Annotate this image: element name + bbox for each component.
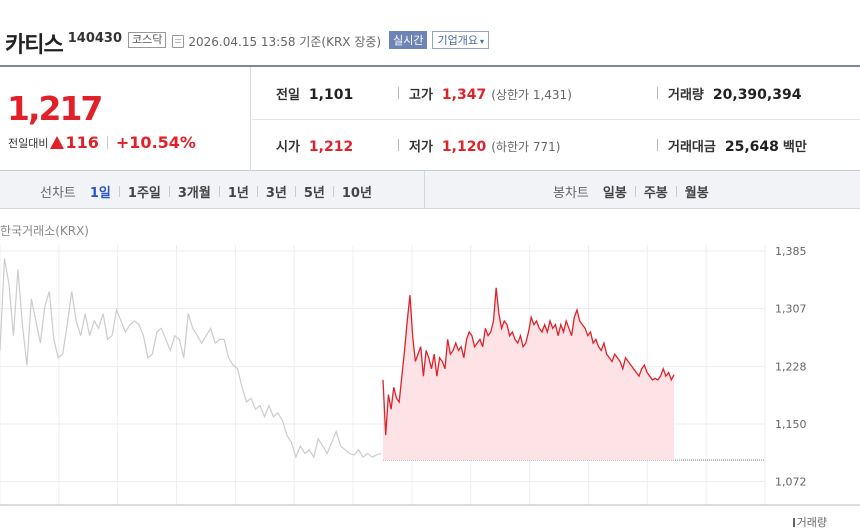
candle-chart-label: 봉차트 xyxy=(553,186,589,201)
today-area xyxy=(383,287,674,461)
prev-close-label: 전일 xyxy=(276,88,300,103)
chart-tabs: 선차트 1일 1주일 3개월 1년 3년 5년 10년 봉차트 일봉 주봉 월봉 xyxy=(0,171,860,209)
high-price: 고가 1,347 (상한가 1,431) xyxy=(409,84,572,103)
open-label: 시가 xyxy=(276,140,300,155)
y-tick-label: 1,228 xyxy=(775,361,807,374)
divider xyxy=(256,186,258,197)
turnover: 거래대금 25,648 백만 xyxy=(668,136,807,155)
company-overview-label: 기업개요 xyxy=(437,34,478,47)
tab-weekly[interactable]: 주봉 xyxy=(643,186,668,201)
divider xyxy=(634,186,636,197)
change-percent: +10.54% xyxy=(115,133,196,152)
timestamp: 2026.04.15 13:58 기준(KRX 장중) xyxy=(188,34,382,49)
tab-1week[interactable]: 1주일 xyxy=(127,186,161,201)
low-price: 저가 1,120 (하한가 771) xyxy=(409,136,560,155)
turnover-label: 거래대금 xyxy=(668,140,716,155)
chevron-down-icon: ▾ xyxy=(479,37,484,46)
price-change: 전일대비 116 +10.54% xyxy=(8,133,196,152)
up-arrow-icon xyxy=(50,136,65,149)
volume: 거래량 20,390,394 xyxy=(668,84,801,103)
stock-title-bar: 카티스 140430 코스닥 2026.04.15 13:58 기준(KRX 장… xyxy=(0,28,860,58)
turnover-unit: 백만 xyxy=(782,140,807,155)
divider xyxy=(118,186,120,197)
stock-code: 140430 xyxy=(67,30,123,46)
open-value: 1,212 xyxy=(308,139,354,155)
change-amount: 116 xyxy=(65,133,99,152)
divider xyxy=(294,186,296,197)
lower-limit: (하한가 771) xyxy=(491,140,561,154)
low-value: 1,120 xyxy=(441,139,487,155)
y-axis-ticks: 1,385 1,307 1,228 1,150 1,072 xyxy=(775,245,807,488)
divider xyxy=(657,87,658,99)
divider xyxy=(657,139,658,151)
tab-divider xyxy=(424,171,425,209)
divider xyxy=(398,139,399,151)
upper-limit: (상한가 1,431) xyxy=(491,88,572,102)
tab-3year[interactable]: 3년 xyxy=(265,186,287,201)
tab-daily[interactable]: 일봉 xyxy=(602,186,627,201)
tab-1day[interactable]: 1일 xyxy=(89,186,111,201)
current-price-box: 1,217 전일대비 116 +10.54% xyxy=(0,67,251,171)
today-line xyxy=(382,287,675,436)
turnover-value: 25,648 xyxy=(724,139,779,155)
tab-1year[interactable]: 1년 xyxy=(227,186,249,201)
tab-monthly[interactable]: 월봉 xyxy=(684,186,709,201)
line-chart-tabs: 선차트 1일 1주일 3개월 1년 3년 5년 10년 xyxy=(40,182,372,201)
volume-legend: 거래량 xyxy=(792,514,827,530)
exchange-label: 한국거래소(KRX) xyxy=(0,224,89,238)
realtime-button[interactable]: 실시간 xyxy=(389,31,428,49)
volume-swatch xyxy=(792,517,795,527)
change-label: 전일대비 xyxy=(8,136,49,150)
divider xyxy=(398,87,399,99)
volume-label: 거래량 xyxy=(668,88,704,103)
line-chart-label: 선차트 xyxy=(40,186,76,201)
document-icon xyxy=(172,34,185,48)
y-tick-label: 1,385 xyxy=(775,245,807,258)
previous-day-line xyxy=(0,258,382,459)
candle-chart-tabs: 봉차트 일봉 주봉 월봉 xyxy=(553,182,709,201)
tab-3month[interactable]: 3개월 xyxy=(177,186,211,201)
divider xyxy=(168,186,170,197)
low-label: 저가 xyxy=(409,140,433,155)
price-chart: 1,385 1,307 1,228 1,150 1,072 xyxy=(0,245,860,506)
chart-grid xyxy=(0,245,766,505)
volume-value: 20,390,394 xyxy=(712,87,802,103)
y-tick-label: 1,150 xyxy=(775,418,807,431)
divider xyxy=(106,136,108,149)
prev-close: 전일 1,101 xyxy=(276,84,353,103)
open-price: 시가 1,212 xyxy=(276,136,353,155)
y-tick-label: 1,307 xyxy=(775,302,807,315)
divider xyxy=(332,186,334,197)
y-tick-label: 1,072 xyxy=(775,475,807,488)
company-overview-button[interactable]: 기업개요 ▾ xyxy=(432,31,489,49)
tab-10year[interactable]: 10년 xyxy=(341,186,372,201)
divider xyxy=(218,186,220,197)
prev-close-value: 1,101 xyxy=(308,87,354,103)
high-value: 1,347 xyxy=(441,87,487,103)
row-divider xyxy=(252,119,860,120)
current-price: 1,217 xyxy=(7,89,103,128)
stock-name: 카티스 xyxy=(5,33,64,58)
price-summary: 1,217 전일대비 116 +10.54% 전일 1,101 고가 1,347… xyxy=(0,65,860,171)
divider xyxy=(675,186,677,197)
high-label: 고가 xyxy=(409,88,433,103)
tab-5year[interactable]: 5년 xyxy=(303,186,325,201)
market-badge: 코스닥 xyxy=(128,32,167,48)
volume-legend-label: 거래량 xyxy=(796,516,827,529)
